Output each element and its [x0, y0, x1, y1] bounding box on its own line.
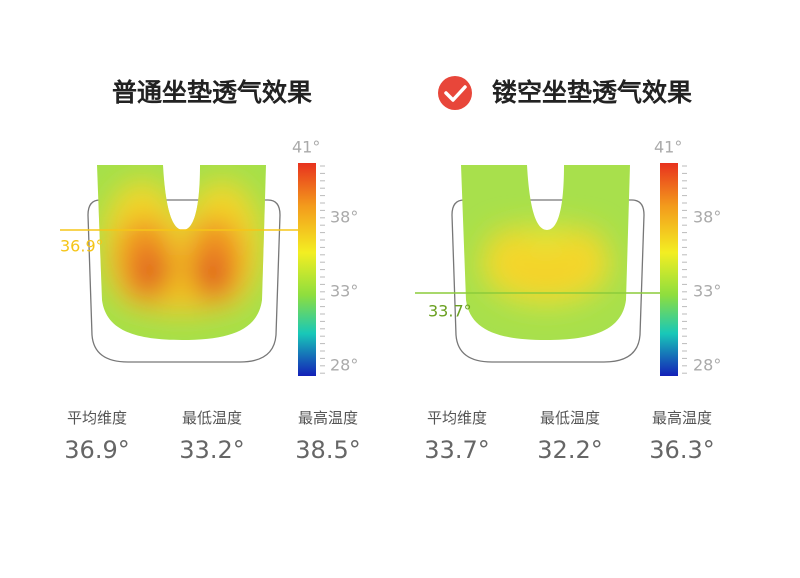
color-bar: [660, 163, 678, 376]
stat-value: 36.9°: [64, 436, 129, 464]
scale-label: 41°: [292, 138, 320, 157]
stat-label: 平均维度: [67, 409, 127, 427]
scale-label: 38°: [330, 208, 358, 227]
marker-label: 33.7°: [428, 302, 472, 321]
stat-value: 36.3°: [649, 436, 714, 464]
scale-label: 41°: [654, 138, 682, 157]
stat-value: 33.7°: [424, 436, 489, 464]
stat-label: 平均维度: [427, 409, 487, 427]
scale-label: 38°: [693, 208, 721, 227]
stat-value: 38.5°: [295, 436, 360, 464]
scale-ticks: [320, 165, 325, 374]
check-mark: [444, 85, 467, 102]
stat-value: 32.2°: [537, 436, 602, 464]
scale-label: 28°: [693, 356, 721, 375]
heatmap: [97, 165, 266, 340]
scale-label: 33°: [330, 282, 358, 301]
seat-outline: [87, 199, 281, 363]
panel: 镂空坐垫透气效果 33.7° 41° 38° 33° 28° 平均维度 最低温度…: [415, 76, 721, 464]
seat-outline: [451, 199, 645, 363]
panel-title: 镂空坐垫透气效果: [492, 78, 692, 107]
stat-label: 最低温度: [540, 409, 600, 427]
stat-label: 最高温度: [652, 409, 712, 427]
stat-value: 33.2°: [179, 436, 244, 464]
scale-ticks: [682, 165, 687, 374]
stat-label: 最低温度: [182, 409, 242, 427]
color-bar: [298, 163, 316, 376]
panel: 普通坐垫透气效果 36.9° 41° 38° 33° 28° 平均维度 最低温度…: [60, 78, 361, 464]
stat-label: 最高温度: [298, 409, 358, 427]
marker-label: 36.9°: [60, 237, 104, 256]
panel-title: 普通坐垫透气效果: [112, 78, 312, 107]
heatmap: [461, 165, 630, 340]
check-icon: [438, 76, 472, 110]
scale-label: 28°: [330, 356, 358, 375]
scale-label: 33°: [693, 282, 721, 301]
